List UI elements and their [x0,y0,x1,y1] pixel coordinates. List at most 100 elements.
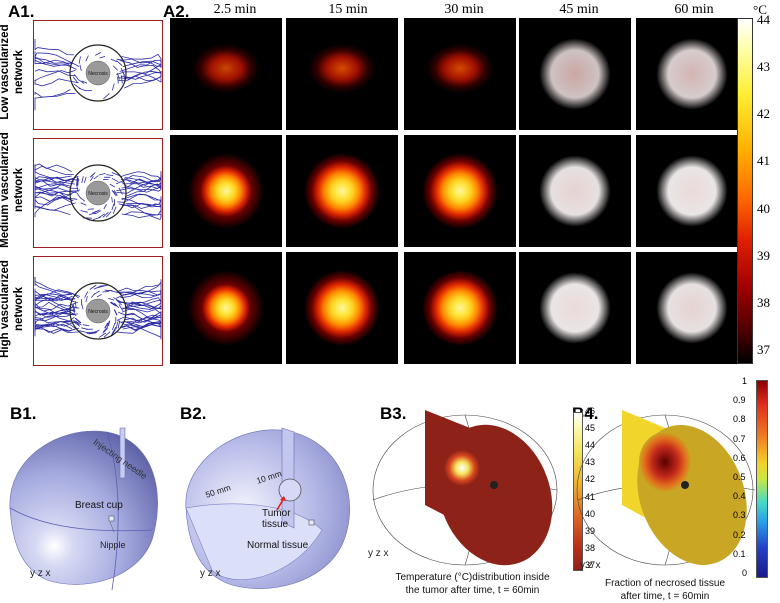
vessel [125,72,162,80]
vessel [121,194,162,205]
b3-tick: 46 [585,406,596,416]
vessel [107,320,111,327]
vessel [80,210,88,213]
heatmap-tile [170,18,282,130]
temperature-tick: 38 [757,294,770,310]
vessel [76,177,79,186]
tumor-boundary [69,164,127,222]
vessel [92,329,100,333]
vessel [124,206,162,216]
b3-colorbar [573,412,583,571]
vessel [117,320,121,329]
vessel [103,331,111,338]
label-normal-tissue: Normal tissue [247,540,309,551]
heatmap-tile [170,252,282,364]
b4-tick: 0.3 [733,510,746,521]
vessel [125,316,162,331]
row-label-high-line1: High vascularized [0,260,11,358]
temperature-tick: 41 [757,153,770,169]
vessel [118,304,124,312]
time-header-3: 30 min [444,2,484,17]
vessel [34,196,74,218]
vessel [34,291,76,301]
vessel [79,330,88,333]
vessel [72,76,79,83]
axis-triad-b1: y z x [30,568,51,579]
axis-triad-b4: y z x [580,560,601,571]
vessel [34,277,71,294]
vessel [114,309,118,316]
vessel [34,288,76,313]
temperature-tick: 40 [757,200,770,216]
vessel [76,177,78,186]
necrosis-label: Necrosis [88,191,108,197]
necrosis-core [85,180,111,206]
vessel [111,83,115,91]
vessel [106,321,110,327]
vessel [96,293,102,298]
vessel [120,173,162,184]
vessel [113,297,120,302]
temperature-tick: 37 [757,342,770,357]
vessel [112,65,118,71]
vessel [121,204,162,218]
vessel [81,303,84,310]
b3-tick: 40 [585,508,596,519]
temperature-colorbar [737,18,753,364]
vessel [81,327,89,330]
vessel [118,70,162,80]
vessel [99,173,106,176]
axis-triad-b2: y z x [200,568,221,579]
label-tumor-tissue: Tumor tissue [262,508,291,530]
vessel [118,187,123,195]
b4-tick: 0.4 [733,491,746,502]
vessel [111,172,120,177]
vessel [34,51,74,64]
vessel [85,55,89,62]
label-nipple: Nipple [100,540,126,550]
vessel [99,284,109,287]
vessel [72,303,76,312]
vessel [111,178,119,183]
vessel [116,58,162,68]
vessel [34,320,78,334]
b4-caption: Fraction of necrosed tissue after time, … [580,577,750,603]
temperature-hotspot [444,450,480,486]
heatmap-tile [404,18,516,130]
vessel [94,290,100,295]
vessel [88,212,97,215]
vessel [125,203,162,212]
vessel [34,178,80,192]
b4-tick: 0.9 [733,395,746,406]
vessel [93,175,99,180]
heatmap-tile [404,252,516,364]
colorbar-unit: °C [753,2,767,17]
vessel [117,72,120,80]
vessel [34,193,78,202]
vessel [92,216,101,221]
vessel [78,79,85,84]
heatmap-tile [286,18,398,130]
vessel [34,165,74,175]
vessel [75,320,82,326]
vessel [78,87,87,92]
breast-model-b1 [9,427,158,591]
b3-tick: 43 [585,457,596,468]
vessel [34,187,79,209]
vessel [116,282,162,296]
vessel [111,196,113,203]
necrosis-3d-plot [576,410,756,566]
vessel [73,83,81,90]
vessel [103,204,107,210]
vessel [78,56,81,64]
heatmap-tile [404,135,516,247]
b3-tick: 44 [585,440,596,451]
vessel [118,301,162,310]
vessel [71,304,76,313]
vessel [111,326,117,335]
heatmap-tile [286,252,398,364]
vessel [34,89,71,98]
vessel [81,80,88,84]
vessel [80,202,87,206]
panel-label-b3: B3. [380,404,407,423]
